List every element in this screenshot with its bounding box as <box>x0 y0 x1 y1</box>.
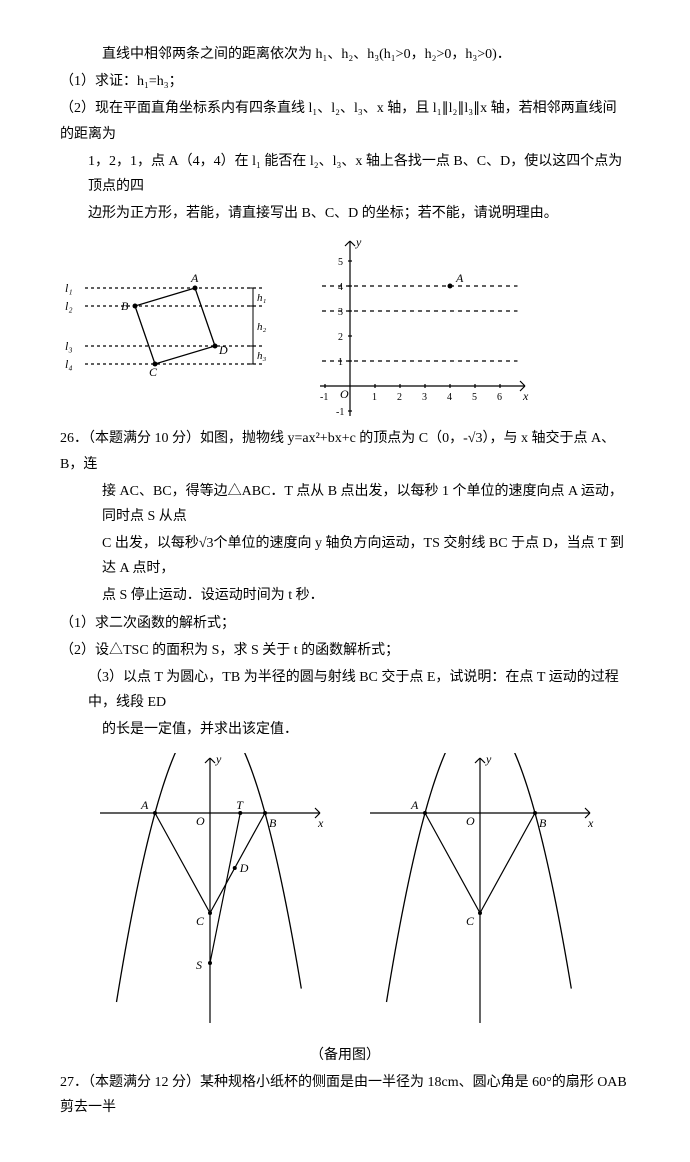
svg-text:2: 2 <box>397 392 402 403</box>
svg-text:4: 4 <box>447 392 452 403</box>
parabola-figure-main: x y A B O C T S D <box>90 753 330 1033</box>
p26-t2: C 出发，以每秒√3个单位的速度向 y 轴负方向运动，TS 交射线 BC 于点 … <box>60 531 630 581</box>
svg-text:4: 4 <box>338 282 343 293</box>
p27-head: 27．（本题满分 12 分）某种规格小纸杯的侧面是由一半径为 18cm、圆心角是… <box>60 1070 630 1120</box>
svg-text:5: 5 <box>338 257 343 268</box>
parallelogram-figure: l₁ l₂ l₃ l₄ A B C Dh₁ h₂ h₃ <box>60 266 300 386</box>
svg-text:-1: -1 <box>320 392 328 403</box>
svg-text:y: y <box>215 753 222 766</box>
p25-q2b: 1，2，1，点 A（4，4）在 l₁ 能否在 l₂、l₃、x 轴上各找一点 B、… <box>60 149 630 199</box>
svg-text:l₃: l₃ <box>65 339 73 353</box>
p25-intro: 直线中相邻两条之间的距离依次为 h₁、h₂、h₃(h₁>0，h₂>0，h₃>0)… <box>60 42 630 67</box>
svg-text:C: C <box>149 365 158 379</box>
coordinate-figure: xyO-112345612345-1l₁l₂l₃A <box>320 236 550 416</box>
svg-text:x: x <box>317 816 324 830</box>
svg-text:A: A <box>455 271 464 285</box>
svg-text:B: B <box>121 299 129 313</box>
svg-text:l₂: l₂ <box>65 299 73 313</box>
svg-text:S: S <box>196 958 202 972</box>
svg-text:h₁: h₁ <box>257 292 267 304</box>
backup-caption: （备用图） <box>60 1043 630 1068</box>
p26-t1: 接 AC、BC，得等边△ABC．T 点从 B 点出发，以每秒 1 个单位的速度向… <box>60 479 630 529</box>
svg-text:O: O <box>340 387 349 401</box>
svg-text:x: x <box>522 389 529 403</box>
svg-text:h₃: h₃ <box>257 350 267 362</box>
p26-head: 26．（本题满分 10 分）如图，抛物线 y=ax²+bx+c 的顶点为 C（0… <box>60 426 630 476</box>
svg-text:3: 3 <box>338 307 343 318</box>
p25-q2c: 边形为正方形，若能，请直接写出 B、C、D 的坐标；若不能，请说明理由。 <box>60 201 630 226</box>
svg-text:T: T <box>236 798 244 812</box>
svg-text:y: y <box>485 753 492 766</box>
p26-q1: （1）求二次函数的解析式； <box>60 611 630 636</box>
p26-q3a: （3）以点 T 为圆心，TB 为半径的圆与射线 BC 交于点 E，试说明：在点 … <box>60 665 630 715</box>
svg-text:A: A <box>190 271 199 285</box>
svg-text:D: D <box>218 343 228 357</box>
svg-text:O: O <box>196 814 205 828</box>
svg-text:3: 3 <box>422 392 427 403</box>
figure-row-2: x y A B O C T S D x y A B O C <box>60 753 630 1033</box>
p26-t3: 点 S 停止运动．设运动时间为 t 秒． <box>60 583 630 608</box>
svg-text:2: 2 <box>338 332 343 343</box>
svg-text:5: 5 <box>472 392 477 403</box>
p26-q2: （2）设△TSC 的面积为 S，求 S 关于 t 的函数解析式； <box>60 638 630 663</box>
svg-text:x: x <box>587 816 594 830</box>
svg-text:1: 1 <box>372 392 377 403</box>
svg-text:1: 1 <box>338 357 343 368</box>
svg-text:y: y <box>355 236 362 249</box>
p26-q3b: 的长是一定值，并求出该定值． <box>60 717 630 742</box>
svg-text:l₁: l₁ <box>65 281 73 295</box>
svg-text:O: O <box>466 814 475 828</box>
svg-text:B: B <box>269 816 277 830</box>
svg-text:C: C <box>466 914 475 928</box>
p25-q1: （1）求证：h₁=h₃； <box>60 69 630 94</box>
figure-row-1: l₁ l₂ l₃ l₄ A B C Dh₁ h₂ h₃ x y O -1 1 2 3 4 5 6 1 2 3 4 5 -1 l₁ l… <box>60 236 630 416</box>
svg-text:6: 6 <box>497 392 502 403</box>
svg-text:-1: -1 <box>336 407 344 416</box>
svg-text:l₄: l₄ <box>65 357 73 371</box>
p25-q2a: （2）现在平面直角坐标系内有四条直线 l₁、l₂、l₃、x 轴，且 l₁∥l₂∥… <box>60 96 630 146</box>
svg-text:D: D <box>239 861 249 875</box>
svg-text:C: C <box>196 914 205 928</box>
svg-text:h₂: h₂ <box>257 321 267 333</box>
parabola-figure-backup: x y A B O C <box>360 753 600 1033</box>
svg-text:A: A <box>140 798 149 812</box>
svg-text:A: A <box>410 798 419 812</box>
svg-text:B: B <box>539 816 547 830</box>
